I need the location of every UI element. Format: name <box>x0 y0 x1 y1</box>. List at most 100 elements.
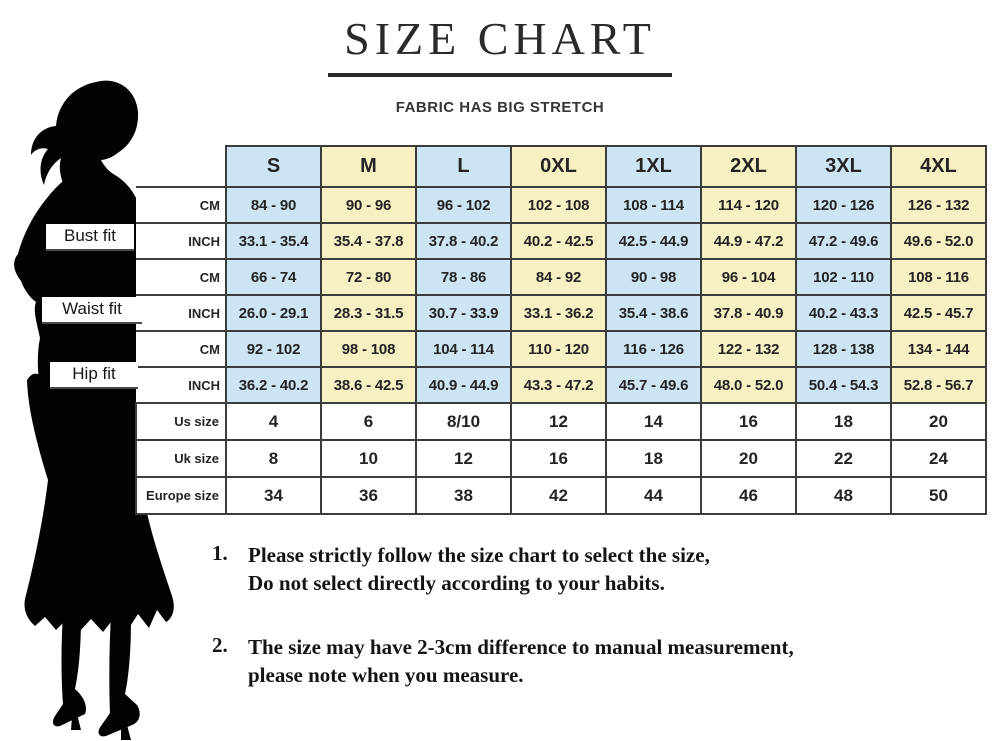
size-value-cell: 44.9 - 47.2 <box>700 222 797 260</box>
size-value-cell: 28.3 - 31.5 <box>320 294 417 332</box>
size-value-cell: 134 - 144 <box>890 330 987 368</box>
size-value-cell: 48 <box>795 476 892 515</box>
size-value-cell: 42.5 - 45.7 <box>890 294 987 332</box>
table-header-row: S M L 0XL 1XL 2XL 3XL 4XL <box>136 145 987 188</box>
note-item: 1. Please strictly follow the size chart… <box>212 541 912 598</box>
size-value-cell: 12 <box>510 402 607 441</box>
table-row: CM 92 - 102 98 - 108 104 - 114 110 - 120 116 … <box>136 330 987 368</box>
size-column-header: 0XL <box>510 145 607 188</box>
header: SIZE CHART <box>0 16 1000 77</box>
size-column-header: 4XL <box>890 145 987 188</box>
size-value-cell: 4 <box>225 402 322 441</box>
fit-label-hip: Hip fit <box>50 362 138 389</box>
size-value-cell: 24 <box>890 439 987 478</box>
size-value-cell: 10 <box>320 439 417 478</box>
size-value-cell: 45.7 - 49.6 <box>605 366 702 404</box>
size-value-cell: 8/10 <box>415 402 512 441</box>
size-value-cell: 102 - 110 <box>795 258 892 296</box>
size-value-cell: 49.6 - 52.0 <box>890 222 987 260</box>
row-label: INCH <box>136 366 227 404</box>
row-label: INCH <box>136 294 227 332</box>
size-value-cell: 33.1 - 36.2 <box>510 294 607 332</box>
size-value-cell: 16 <box>510 439 607 478</box>
row-label: CM <box>136 330 227 368</box>
size-value-cell: 84 - 90 <box>225 186 322 224</box>
size-value-cell: 122 - 132 <box>700 330 797 368</box>
size-value-cell: 84 - 92 <box>510 258 607 296</box>
size-column-header: 1XL <box>605 145 702 188</box>
size-column-header: M <box>320 145 417 188</box>
size-value-cell: 104 - 114 <box>415 330 512 368</box>
size-value-cell: 18 <box>795 402 892 441</box>
size-value-cell: 36 <box>320 476 417 515</box>
size-value-cell: 33.1 - 35.4 <box>225 222 322 260</box>
size-value-cell: 116 - 126 <box>605 330 702 368</box>
size-value-cell: 35.4 - 38.6 <box>605 294 702 332</box>
note-line: Do not select directly according to your… <box>248 571 665 596</box>
row-label: CM <box>136 258 227 296</box>
row-label: Uk size <box>135 439 227 478</box>
size-value-cell: 12 <box>415 439 512 478</box>
size-value-cell: 50.4 - 54.3 <box>795 366 892 404</box>
size-value-cell: 78 - 86 <box>415 258 512 296</box>
table-row: CM 66 - 74 72 - 80 78 - 86 84 - 92 90 - 98 96 … <box>136 258 987 296</box>
notes: 1. Please strictly follow the size chart… <box>212 541 912 724</box>
size-value-cell: 72 - 80 <box>320 258 417 296</box>
size-value-cell: 8 <box>225 439 322 478</box>
size-value-cell: 6 <box>320 402 417 441</box>
size-value-cell: 18 <box>605 439 702 478</box>
size-value-cell: 92 - 102 <box>225 330 322 368</box>
row-label: Us size <box>135 402 227 441</box>
size-value-cell: 66 - 74 <box>225 258 322 296</box>
size-value-cell: 40.9 - 44.9 <box>415 366 512 404</box>
size-value-cell: 48.0 - 52.0 <box>700 366 797 404</box>
size-column-header: 2XL <box>700 145 797 188</box>
note-number: 2. <box>212 632 228 657</box>
size-value-cell: 38.6 - 42.5 <box>320 366 417 404</box>
table-row: INCH 26.0 - 29.1 28.3 - 31.5 30.7 - 33.9 33.… <box>136 294 987 332</box>
note-line: Please strictly follow the size chart to… <box>248 543 710 567</box>
size-value-cell: 120 - 126 <box>795 186 892 224</box>
note-text: The size may have 2-3cm difference to ma… <box>248 633 794 690</box>
table-row: INCH 36.2 - 40.2 38.6 - 42.5 40.9 - 44.9 43.… <box>136 366 987 404</box>
size-value-cell: 20 <box>700 439 797 478</box>
size-table: S M L 0XL 1XL 2XL 3XL 4XL CM 84 - 90 90 - 96 96 - 1… <box>135 145 987 515</box>
size-value-cell: 47.2 - 49.6 <box>795 222 892 260</box>
size-value-cell: 110 - 120 <box>510 330 607 368</box>
size-value-cell: 102 - 108 <box>510 186 607 224</box>
size-value-cell: 26.0 - 29.1 <box>225 294 322 332</box>
size-value-cell: 96 - 104 <box>700 258 797 296</box>
size-value-cell: 16 <box>700 402 797 441</box>
note-number: 1. <box>212 541 228 565</box>
size-value-cell: 37.8 - 40.9 <box>700 294 797 332</box>
table-row: Uk size 8 10 12 16 18 20 22 24 <box>135 439 987 478</box>
size-value-cell: 52.8 - 56.7 <box>890 366 987 404</box>
size-value-cell: 44 <box>605 476 702 515</box>
size-value-cell: 98 - 108 <box>320 330 417 368</box>
size-value-cell: 43.3 - 47.2 <box>510 366 607 404</box>
size-value-cell: 40.2 - 42.5 <box>510 222 607 260</box>
size-column-header: L <box>415 145 512 188</box>
size-value-cell: 34 <box>225 476 322 515</box>
size-value-cell: 50 <box>890 476 987 515</box>
note-line: The size may have 2-3cm difference to ma… <box>248 634 794 659</box>
size-value-cell: 90 - 98 <box>605 258 702 296</box>
size-value-cell: 40.2 - 43.3 <box>795 294 892 332</box>
size-value-cell: 20 <box>890 402 987 441</box>
note-text: Please strictly follow the size chart to… <box>248 541 710 598</box>
size-value-cell: 36.2 - 40.2 <box>225 366 322 404</box>
row-label: Europe size <box>135 476 227 515</box>
size-value-cell: 96 - 102 <box>415 186 512 224</box>
table-row: INCH 33.1 - 35.4 35.4 - 37.8 37.8 - 40.2 40.… <box>136 222 987 260</box>
note-line: please note when you measure. <box>248 663 524 688</box>
table-row: CM 84 - 90 90 - 96 96 - 102 102 - 108 108 - 1… <box>136 186 987 224</box>
size-column-header: S <box>225 145 322 188</box>
size-value-cell: 46 <box>700 476 797 515</box>
table-corner <box>136 146 226 187</box>
size-value-cell: 114 - 120 <box>700 186 797 224</box>
fit-label-waist: Waist fit <box>42 297 142 324</box>
row-label: INCH <box>136 222 227 260</box>
size-value-cell: 108 - 116 <box>890 258 987 296</box>
size-value-cell: 22 <box>795 439 892 478</box>
page-subtitle: FABRIC HAS BIG STRETCH <box>395 99 605 116</box>
